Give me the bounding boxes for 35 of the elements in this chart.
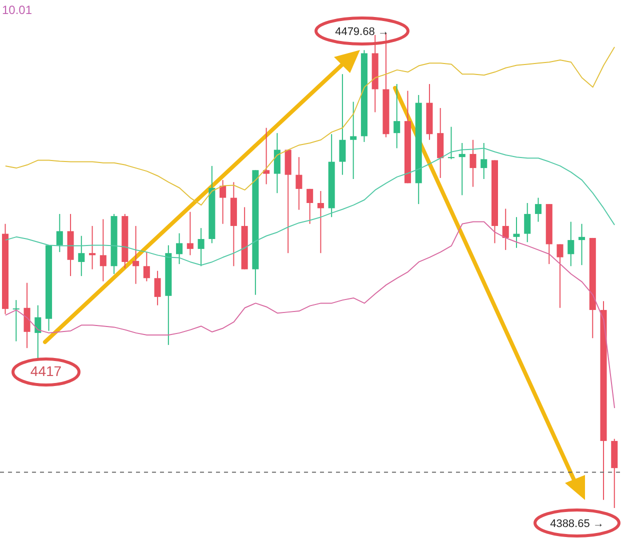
candlestick [470, 139, 476, 188]
candlestick [198, 228, 204, 267]
candlestick [534, 197, 542, 222]
candlestick [263, 127, 270, 185]
candlestick [186, 211, 194, 256]
candlestick [317, 190, 324, 254]
candlestick [176, 232, 183, 265]
candlestick [154, 270, 161, 306]
candlestick [458, 142, 466, 196]
annotation: 4417 [30, 363, 62, 379]
candlestick [132, 225, 140, 284]
candlestick [568, 221, 574, 267]
candlestick [556, 244, 564, 308]
candlestick [524, 202, 531, 243]
annotation: 4479.68 → [335, 26, 389, 38]
candlestick [502, 208, 509, 250]
candlestick [100, 218, 106, 282]
candlestick [143, 252, 150, 282]
candlestick [296, 156, 302, 210]
candlestick [56, 213, 63, 253]
text: 10.01 [2, 3, 32, 17]
candlestick [578, 223, 586, 266]
candlestick [12, 300, 20, 342]
candlestick [480, 142, 488, 180]
candlestick [89, 225, 96, 270]
candlestick [513, 216, 520, 248]
text: 4388.65 → [550, 518, 604, 530]
candlestick [220, 180, 226, 224]
candlestick [350, 101, 357, 180]
candlestick [394, 84, 400, 149]
candlestick [448, 126, 454, 160]
candlestick [34, 304, 42, 361]
candlestick [306, 188, 314, 224]
candlestick [78, 235, 85, 277]
candlestick [339, 74, 346, 176]
